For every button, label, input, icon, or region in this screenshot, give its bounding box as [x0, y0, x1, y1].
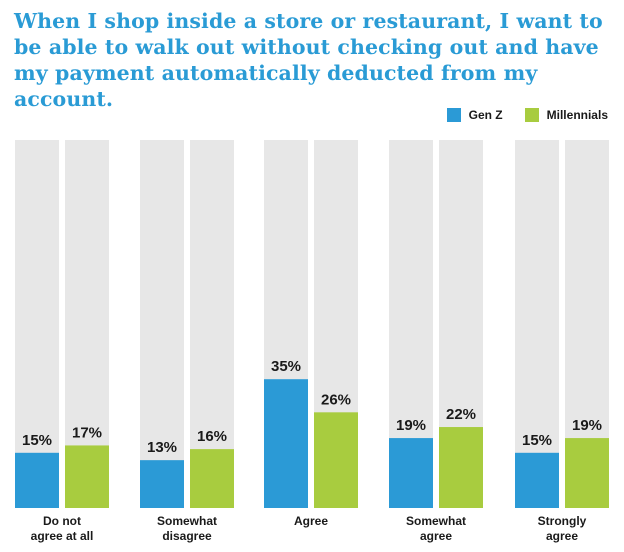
bar-gen-z-3 — [389, 438, 433, 508]
value-label-gen-z-2: 35% — [271, 358, 301, 375]
bar-millennials-1 — [190, 449, 234, 508]
bar-track-gen-z-0 — [15, 140, 59, 508]
bar-millennials-4 — [565, 438, 609, 508]
value-label-gen-z-4: 15% — [522, 432, 552, 449]
bar-gen-z-1 — [140, 460, 184, 508]
value-label-gen-z-0: 15% — [22, 432, 52, 449]
category-label-3-line-1: agree — [420, 529, 452, 543]
value-label-millennials-1: 16% — [197, 428, 227, 445]
category-label-3-line-0: Somewhat — [406, 514, 466, 528]
value-label-millennials-4: 19% — [572, 417, 602, 434]
chart-title: When I shop inside a store or restaurant… — [14, 9, 603, 111]
value-label-millennials-3: 22% — [446, 406, 476, 423]
legend-item-millennials: Millennials — [524, 108, 608, 122]
legend-item-gen-z: Gen Z — [446, 108, 503, 122]
category-label-0-line-0: Do not — [43, 514, 81, 528]
bar-gen-z-0 — [15, 452, 59, 508]
category-label-1-line-1: disagree — [162, 529, 212, 543]
legend-swatch-gen-z — [446, 108, 461, 122]
category-label-0-line-1: agree at all — [31, 529, 94, 543]
value-label-millennials-0: 17% — [72, 424, 102, 441]
category-label-1-line-0: Somewhat — [157, 514, 217, 528]
bar-gen-z-2 — [264, 379, 308, 508]
bar-gen-z-4 — [515, 452, 559, 508]
legend-label-millennials: Millennials — [546, 108, 608, 122]
bar-track-gen-z-1 — [140, 140, 184, 508]
category-label-4-line-0: Strongly — [538, 514, 587, 528]
bar-track-gen-z-4 — [515, 140, 559, 508]
category-label-4-line-1: agree — [546, 529, 578, 543]
value-label-millennials-2: 26% — [321, 391, 351, 408]
bar-millennials-3 — [439, 427, 483, 508]
legend-label-gen-z: Gen Z — [468, 108, 503, 122]
bar-millennials-0 — [65, 445, 109, 508]
category-label-2-line-0: Agree — [294, 514, 328, 528]
bar-track-millennials-1 — [190, 140, 234, 508]
bar-millennials-2 — [314, 412, 358, 508]
value-label-gen-z-1: 13% — [147, 439, 177, 456]
value-label-gen-z-3: 19% — [396, 417, 426, 434]
legend-swatch-millennials — [524, 108, 539, 122]
legend: Gen Z Millennials — [433, 108, 608, 122]
